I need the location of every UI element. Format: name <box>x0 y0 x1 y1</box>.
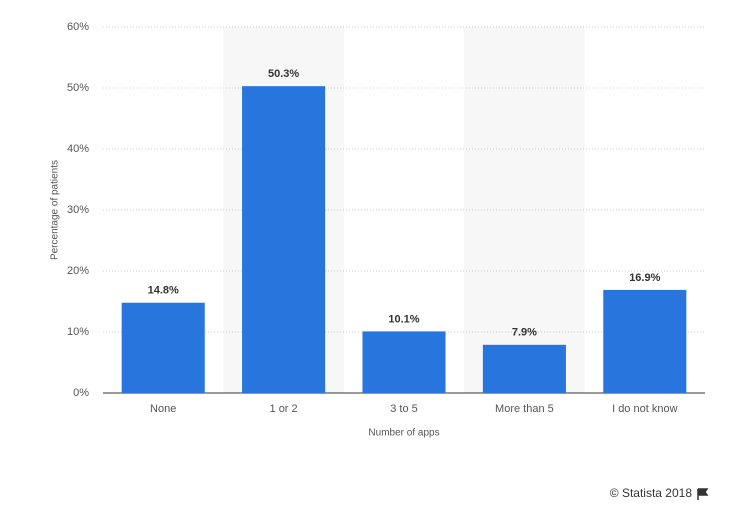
bar <box>121 302 205 393</box>
y-tick-label: 60% <box>67 21 89 33</box>
flag-icon <box>697 488 709 500</box>
x-tick-label: More than 5 <box>495 403 554 415</box>
x-tick-label: 1 or 2 <box>270 403 298 415</box>
y-tick-label: 20% <box>67 265 89 277</box>
y-tick-label: 50% <box>67 82 89 94</box>
x-tick-label: I do not know <box>612 403 677 415</box>
y-axis-label: Percentage of patients <box>50 160 61 260</box>
bar <box>242 86 326 394</box>
x-axis-label: Number of apps <box>368 428 439 439</box>
y-tick-label: 40% <box>67 143 89 155</box>
value-label: 14.8% <box>148 285 179 297</box>
x-tick-label: 3 to 5 <box>390 403 418 415</box>
y-tick-label: 0% <box>73 387 89 399</box>
y-tick-label: 30% <box>67 204 89 216</box>
bar <box>362 331 446 393</box>
bar <box>603 289 687 393</box>
value-label: 10.1% <box>388 313 419 325</box>
y-tick-label: 10% <box>67 326 89 338</box>
value-label: 7.9% <box>512 327 537 339</box>
bar <box>482 344 566 393</box>
value-label: 50.3% <box>268 68 299 80</box>
x-tick-label: None <box>150 403 176 415</box>
value-label: 16.9% <box>629 272 660 284</box>
credit: © Statista 2018 <box>610 486 693 500</box>
